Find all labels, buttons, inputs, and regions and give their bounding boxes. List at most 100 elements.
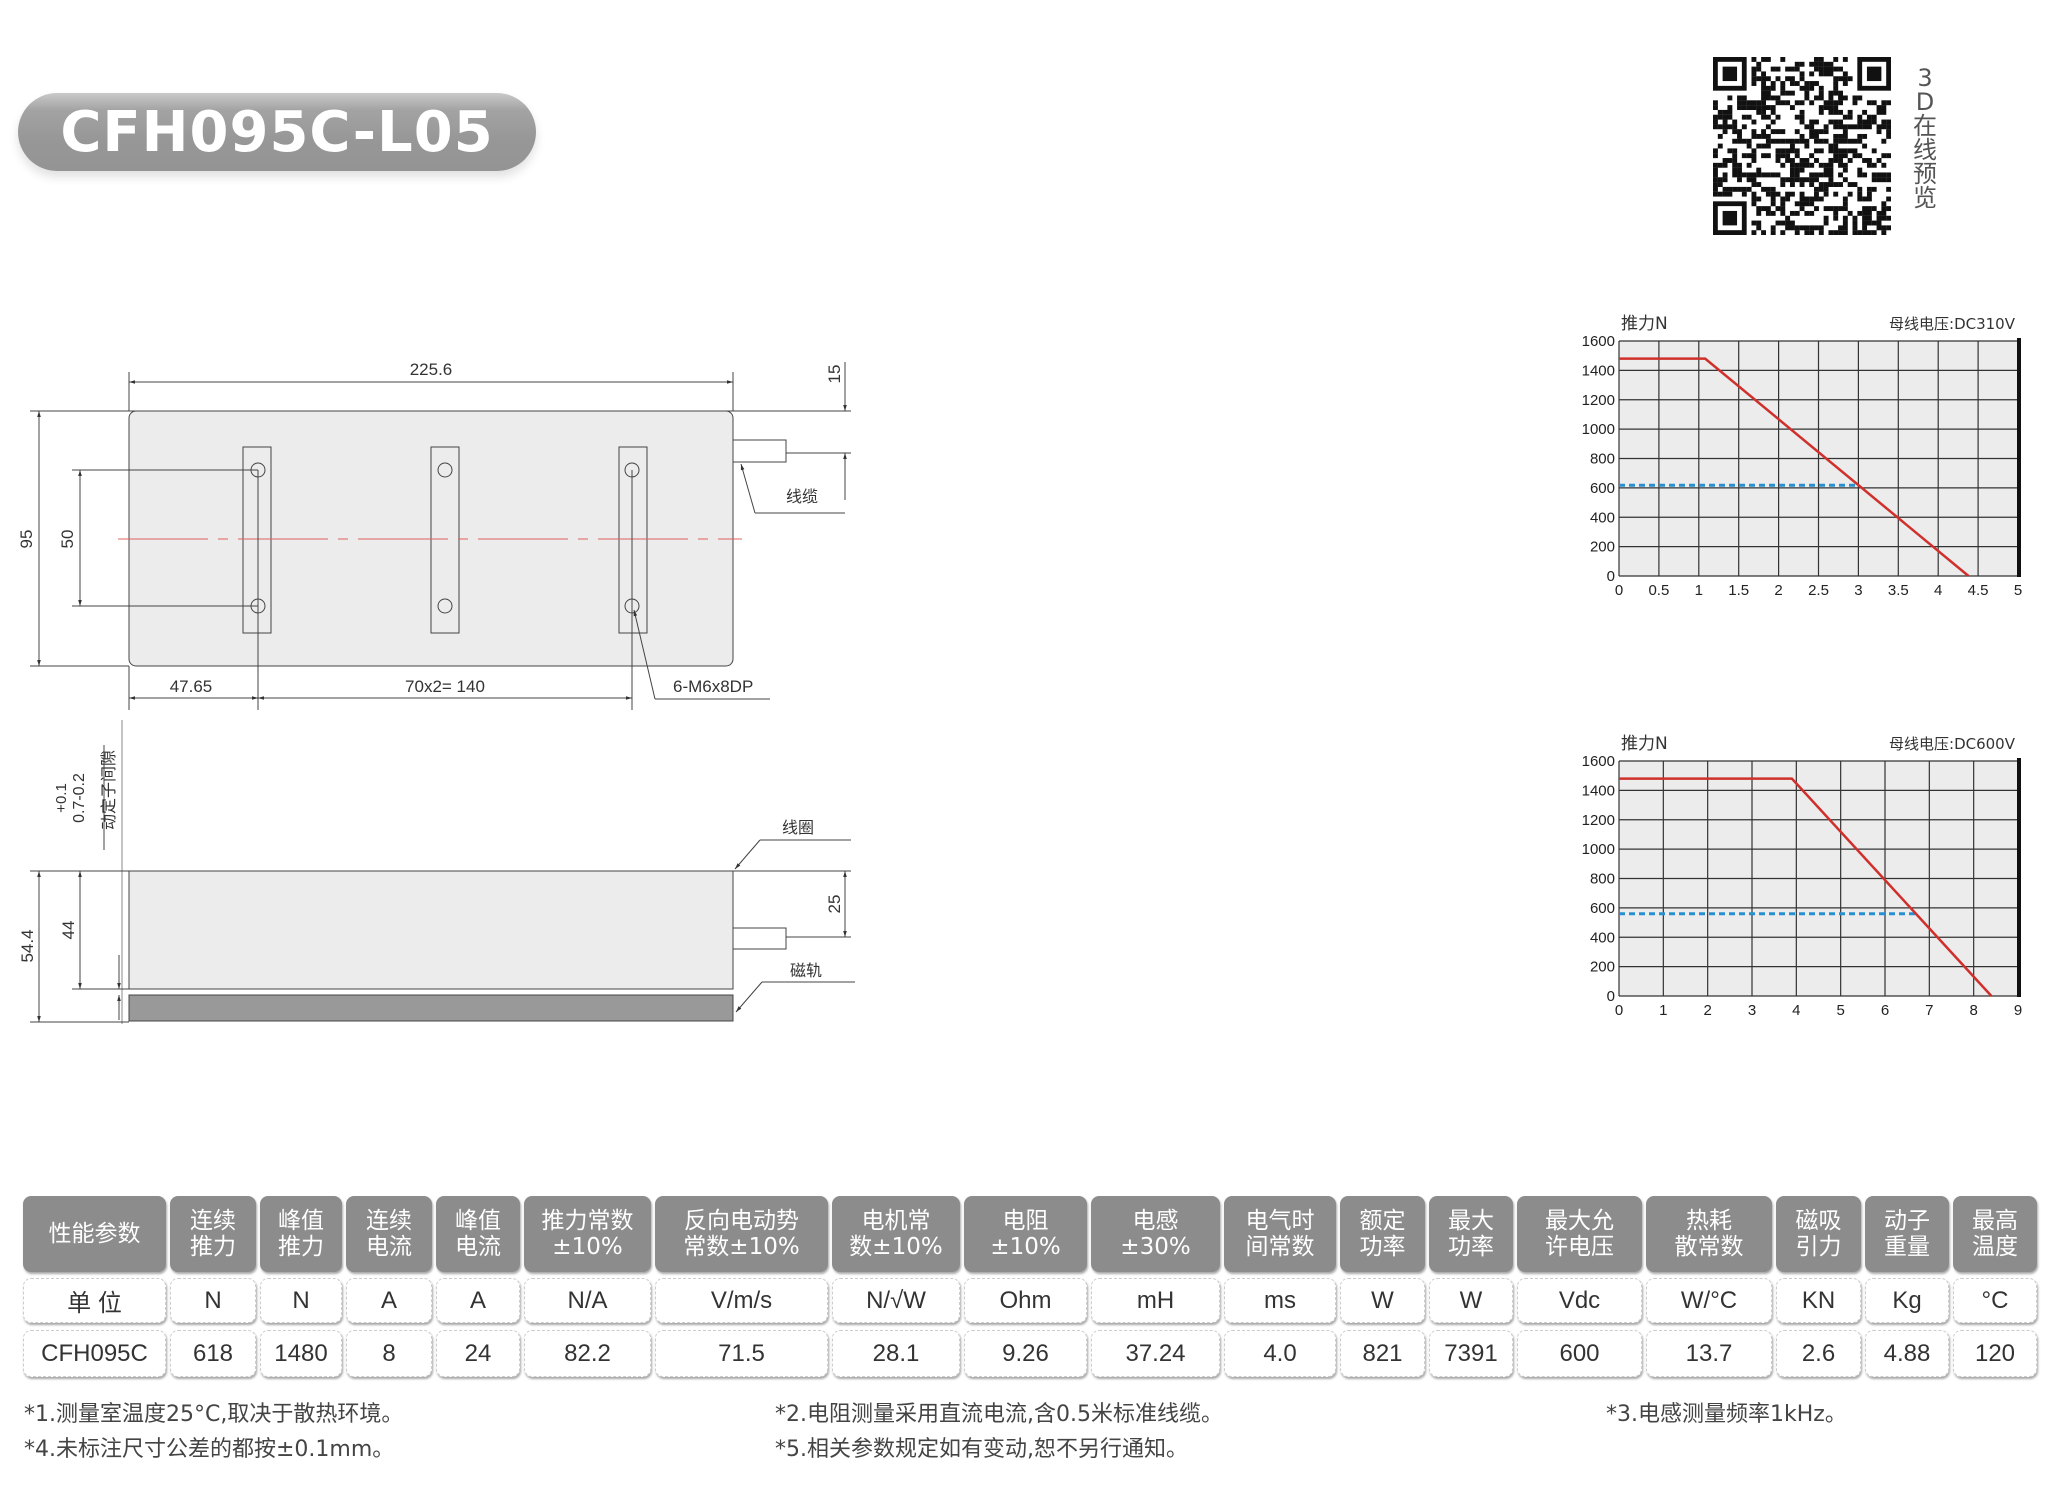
table-unit-cell: W	[1340, 1278, 1425, 1323]
mounting-hole	[437, 462, 453, 478]
table-header-cell: 最大 功率	[1429, 1196, 1513, 1272]
mounting-hole	[437, 598, 453, 614]
x-tick-label: 4.5	[1968, 582, 1989, 599]
table-value-cell: 24	[436, 1330, 520, 1377]
dim-width: 95	[17, 530, 36, 549]
table-header-cell: 峰值 电流	[436, 1196, 520, 1272]
table-value-cell: 71.5	[655, 1330, 828, 1377]
gap-label: 动定子间隙	[99, 750, 118, 830]
x-tick-label: 4	[1934, 582, 1942, 599]
table-value-cell: 2.6	[1776, 1330, 1861, 1377]
y-axis-label: 推力N	[1621, 734, 1668, 754]
table-value-cell: 4.0	[1224, 1330, 1336, 1377]
x-tick-label: 1	[1695, 582, 1703, 599]
table-unit-cell: Kg	[1865, 1278, 1949, 1323]
table-value-cell: 600	[1517, 1330, 1642, 1377]
mounting-bar	[242, 446, 272, 634]
table-value-cell: 4.88	[1865, 1330, 1949, 1377]
y-tick-label: 1200	[1582, 392, 1615, 409]
thrust-speed-chart-dc600v: 0 1 2 3 4 5 6 7 8 9 0 200 400 600 800 1000 1200 1400 1600 推…	[1582, 734, 2023, 1019]
table-unit-cell: N/√W	[832, 1278, 960, 1323]
y-tick-label: 1000	[1582, 421, 1615, 438]
footnote: *4.未标注尺寸公差的都按±0.1mm。	[24, 1437, 395, 1462]
y-tick-label: 400	[1590, 509, 1615, 526]
table-value-cell: 28.1	[832, 1330, 960, 1377]
x-tick-label: 3	[1854, 582, 1862, 599]
table-header-cell: 动子 重量	[1865, 1196, 1949, 1272]
cable-outlet	[732, 927, 787, 950]
y-tick-label: 0	[1607, 568, 1615, 585]
y-axis-label: 推力N	[1621, 314, 1668, 334]
bus-voltage-annotation: 母线电压:DC600V	[1889, 735, 2016, 753]
y-tick-label: 0	[1607, 988, 1615, 1005]
table-value-cell: 618	[170, 1330, 256, 1377]
x-tick-label: 3	[1748, 1002, 1756, 1019]
footnote: *2.电阻测量采用直流电流,含0.5米标准线缆。	[775, 1402, 1223, 1427]
table-header-cell: 连续 电流	[346, 1196, 432, 1272]
table-value-cell: 13.7	[1646, 1330, 1772, 1377]
table-value-cell: 9.26	[964, 1330, 1087, 1377]
gap-tolerance-plus: +0.1	[53, 783, 70, 813]
series-line-peak	[1619, 357, 1970, 577]
footnote: *3.电感测量频率1kHz。	[1606, 1402, 1847, 1427]
gap-value: 0.7-0.2	[71, 773, 88, 823]
qr-caption: 3D在线预览	[1913, 64, 1937, 212]
x-tick-label: 8	[1969, 1002, 1977, 1019]
y-tick-label: 800	[1590, 871, 1615, 888]
x-tick-label: 1.5	[1728, 582, 1749, 599]
table-value-cell: 7391	[1429, 1330, 1513, 1377]
table-header-cell: 峰值 推力	[260, 1196, 342, 1272]
y-tick-label: 1400	[1582, 782, 1615, 799]
x-tick-label: 2	[1774, 582, 1782, 599]
table-header-cell: 电机常 数±10%	[832, 1196, 960, 1272]
table-value-cell: 821	[1340, 1330, 1425, 1377]
table-header-cell: 电阻 ±10%	[964, 1196, 1087, 1272]
table-unit-cell: KN	[1776, 1278, 1861, 1323]
magnet-rail	[128, 994, 734, 1022]
table-header-cell: 最大允 许电压	[1517, 1196, 1642, 1272]
table-unit-cell: N/A	[524, 1278, 651, 1323]
dim-cable-height: 25	[825, 895, 844, 914]
table-header-cell: 推力常数 ±10%	[524, 1196, 651, 1272]
dim-hole-pitch-x: 70x2= 140	[405, 677, 485, 696]
table-unit-cell: V/m/s	[655, 1278, 828, 1323]
x-tick-label: 0	[1615, 582, 1623, 599]
dim-coil-height: 44	[59, 921, 78, 940]
x-tick-label: 2.5	[1808, 582, 1829, 599]
table-unit-cell: W	[1429, 1278, 1513, 1323]
table-unit-cell: N	[260, 1278, 342, 1323]
y-tick-label: 400	[1590, 929, 1615, 946]
table-unit-cell: N	[170, 1278, 256, 1323]
cable-outlet	[732, 439, 787, 463]
table-header-cell: 额定 功率	[1340, 1196, 1425, 1272]
x-tick-label: 6	[1881, 1002, 1889, 1019]
table-unit-cell: ms	[1224, 1278, 1336, 1323]
x-tick-label: 0.5	[1648, 582, 1669, 599]
mounting-bar	[430, 446, 460, 634]
qr-code[interactable]	[1713, 57, 1891, 235]
footnote: *1.测量室温度25°C,取决于散热环境。	[24, 1402, 404, 1427]
table-value-cell: 1480	[260, 1330, 342, 1377]
table-unit-cell: mH	[1091, 1278, 1220, 1323]
x-tick-label: 2	[1703, 1002, 1711, 1019]
bus-voltage-annotation: 母线电压:DC310V	[1889, 315, 2016, 333]
y-tick-label: 1600	[1582, 333, 1615, 350]
dimension-drawing: 225.6 15 95 50 47.65 70x2= 140 6-M6x8DP …	[17, 360, 855, 1024]
table-unit-cell: Vdc	[1517, 1278, 1642, 1323]
table-value-cell: CFH095C	[23, 1330, 166, 1377]
table-header-cell: 反向电动势 常数±10%	[655, 1196, 828, 1272]
x-tick-label: 9	[2014, 1002, 2022, 1019]
x-tick-label: 7	[1925, 1002, 1933, 1019]
x-tick-label: 0	[1615, 1002, 1623, 1019]
cable-label: 线缆	[786, 487, 818, 506]
coil-label: 线圈	[782, 818, 814, 837]
y-tick-label: 600	[1590, 480, 1615, 497]
table-unit-cell: 单 位	[23, 1278, 166, 1323]
table-header-cell: 最高 温度	[1953, 1196, 2037, 1272]
table-header-cell: 电感 ±30%	[1091, 1196, 1220, 1272]
table-value-cell: 37.24	[1091, 1330, 1220, 1377]
dim-cable-offset: 15	[825, 365, 844, 384]
table-header-cell: 连续 推力	[170, 1196, 256, 1272]
table-header-cell: 电气时 间常数	[1224, 1196, 1336, 1272]
y-tick-label: 1200	[1582, 812, 1615, 829]
